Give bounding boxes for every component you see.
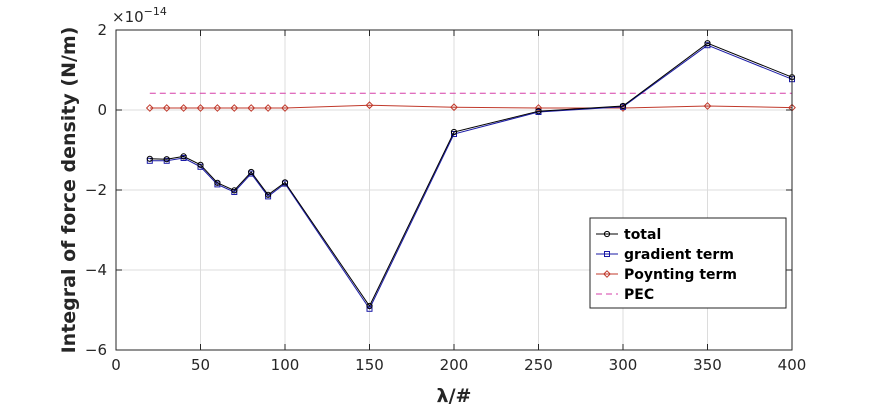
- data-point: [281, 104, 289, 112]
- data-point: [264, 104, 273, 112]
- data-point: [179, 104, 188, 112]
- legend-label: Poynting term: [624, 267, 737, 283]
- data-point: [145, 104, 154, 112]
- data-point: [180, 153, 187, 160]
- data-point: [197, 161, 204, 168]
- ticks: 0 50 100 150 200 250 300 350 400 −6 −4 −2 0 2: [85, 21, 806, 374]
- legend-marker: [603, 270, 611, 278]
- data-point: [146, 155, 153, 162]
- series-total: [146, 40, 796, 310]
- legend-marker: [604, 251, 610, 257]
- x-tick-label: 50: [191, 356, 210, 374]
- legend-item-gradient-term: gradient term: [596, 247, 734, 263]
- y-axis-label: Integral of force density (N/m): [58, 27, 80, 354]
- y-tick-label: −6: [85, 341, 107, 359]
- data-point: [450, 103, 458, 112]
- data-point: [231, 187, 238, 194]
- data-point: [265, 191, 272, 198]
- data-point: [366, 302, 373, 310]
- data-point: [704, 40, 711, 47]
- x-tick-label: 150: [355, 356, 384, 374]
- data-point: [619, 102, 627, 110]
- x-tick-label: 100: [271, 356, 300, 374]
- legend-label: gradient term: [624, 247, 734, 263]
- data-point: [163, 156, 170, 163]
- data-point: [213, 104, 222, 112]
- legend-label: total: [624, 227, 661, 243]
- data-point: [281, 179, 289, 186]
- y-tick-label: 0: [97, 101, 107, 119]
- series-line-gradient-term: [149, 44, 793, 310]
- data-point: [214, 179, 221, 186]
- x-tick-label: 200: [440, 356, 469, 374]
- y-tick-label: −4: [85, 261, 107, 279]
- data-point: [230, 104, 239, 112]
- x-tick-label: 0: [111, 356, 121, 374]
- data-point: [247, 104, 256, 112]
- data-point: [146, 157, 153, 164]
- data-point: [196, 104, 205, 112]
- y-tick-label: −2: [85, 181, 107, 199]
- x-tick-label: 300: [609, 356, 638, 374]
- y-tick-label: 2: [97, 21, 107, 39]
- legend-item-poynting-term: Poynting term: [596, 267, 737, 283]
- y-exponent-power: −14: [144, 5, 167, 18]
- data-point: [535, 108, 542, 115]
- x-tick-label: 400: [778, 356, 807, 374]
- series-line-total: [149, 42, 793, 307]
- y-exponent-label: ×10−14: [112, 5, 167, 26]
- legend-label: PEC: [624, 287, 654, 303]
- legend-item-total: total: [596, 227, 661, 243]
- x-axis-label: λ/#: [437, 385, 472, 407]
- data-point: [450, 128, 458, 136]
- data-point: [365, 101, 374, 110]
- legend-item-pec: PEC: [596, 287, 654, 303]
- data-point: [703, 102, 712, 110]
- data-point: [162, 104, 171, 112]
- x-tick-label: 250: [524, 356, 553, 374]
- x-tick-label: 350: [693, 356, 722, 374]
- data-point: [248, 168, 255, 176]
- legend: total gradient term Poynting term PEC: [589, 217, 787, 309]
- legend-marker: [603, 230, 611, 238]
- series-layer: [145, 40, 796, 312]
- legend-box: [589, 217, 787, 309]
